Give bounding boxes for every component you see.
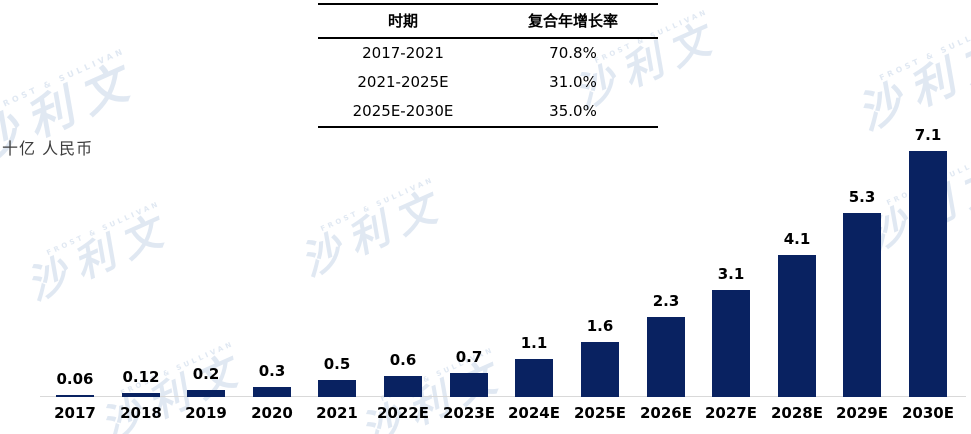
- bar: [122, 393, 160, 397]
- bar-value-label: 4.1: [783, 230, 811, 248]
- bar-value-label: 0.6: [389, 351, 417, 369]
- x-axis-label: 2019: [185, 404, 227, 422]
- x-axis-label: 2023E: [443, 404, 495, 422]
- x-axis-line: [40, 396, 966, 397]
- cagr-table: 时期 复合年增长率 2017-2021 70.8% 2021-2025E 31.0% 2…: [318, 3, 658, 128]
- table-cell-cagr: 35.0%: [488, 97, 658, 128]
- table-cell-cagr: 31.0%: [549, 73, 597, 91]
- x-axis-label: 2018: [120, 404, 162, 422]
- bar-value-label: 7.1: [914, 126, 942, 144]
- x-axis-label: 2020: [251, 404, 293, 422]
- bar: [187, 390, 225, 397]
- bar-value-label: 1.6: [586, 317, 614, 335]
- bar: [712, 290, 750, 397]
- bar: [843, 213, 881, 397]
- bar: [56, 395, 94, 397]
- x-axis-label: 2027E: [705, 404, 757, 422]
- bar-group: 0.7 2023E: [436, 0, 502, 434]
- x-axis-label: 2030E: [902, 404, 954, 422]
- bar-group: 0.3 2020: [239, 0, 305, 434]
- x-axis-label: 2022E: [377, 404, 429, 422]
- table-row: 2025E-2030E 35.0%: [318, 97, 658, 128]
- bar: [253, 387, 291, 397]
- bar: [909, 151, 947, 397]
- bar-value-label: 3.1: [717, 265, 745, 283]
- table-cell-period: 2025E-2030E: [318, 97, 488, 128]
- bar: [647, 317, 685, 397]
- table-header-cagr: 复合年增长率: [488, 3, 658, 39]
- bar-group: 1.1 2024E: [501, 0, 567, 434]
- bar: [318, 380, 356, 397]
- bar-group: 7.1 2030E: [895, 0, 961, 434]
- bar-value-label: 0.12: [122, 368, 160, 386]
- bar: [450, 373, 488, 397]
- bar-value-label: 2.3: [652, 292, 680, 310]
- table-header-period: 时期: [318, 3, 488, 39]
- cagr-table-header-row: 时期 复合年增长率: [318, 3, 658, 39]
- x-axis-label: 2024E: [508, 404, 560, 422]
- bar-group: 3.1 2027E: [698, 0, 764, 434]
- bar: [581, 342, 619, 397]
- bar-group: 1.6 2025E: [567, 0, 633, 434]
- bar-value-label: 1.1: [520, 334, 548, 352]
- x-axis-label: 2025E: [574, 404, 626, 422]
- bar-value-label: 0.06: [56, 370, 94, 388]
- bar-group: 0.5 2021: [304, 0, 370, 434]
- x-axis-label: 2028E: [771, 404, 823, 422]
- bar-group: 0.06 2017: [42, 0, 108, 434]
- bar-value-label: 5.3: [848, 188, 876, 206]
- x-axis-label: 2026E: [640, 404, 692, 422]
- bar-group: 5.3 2029E: [829, 0, 895, 434]
- bar-group: 0.2 2019: [173, 0, 239, 434]
- table-row: 2021-2025E 31.0%: [318, 68, 658, 97]
- x-axis-label: 2021: [316, 404, 358, 422]
- bar: [384, 376, 422, 397]
- x-axis-label: 2029E: [836, 404, 888, 422]
- bar: [778, 255, 816, 397]
- table-cell-cagr: 70.8%: [549, 44, 597, 62]
- y-axis-unit-label: 十亿 人民币: [2, 139, 94, 158]
- bar-value-label: 0.7: [455, 348, 483, 366]
- bar-value-label: 0.5: [323, 355, 351, 373]
- bar-value-label: 0.3: [258, 362, 286, 380]
- bar-group: 0.6 2022E: [370, 0, 436, 434]
- table-row: 2017-2021 70.8%: [318, 38, 658, 68]
- bar-group: 2.3 2026E: [633, 0, 699, 434]
- bar: [515, 359, 553, 397]
- x-axis-label: 2017: [54, 404, 96, 422]
- bar-group: 4.1 2028E: [764, 0, 830, 434]
- table-cell-period: 2021-2025E: [357, 73, 449, 91]
- bar-group: 0.12 2018: [108, 0, 174, 434]
- table-cell-period: 2017-2021: [362, 44, 444, 62]
- bar-value-label: 0.2: [192, 365, 220, 383]
